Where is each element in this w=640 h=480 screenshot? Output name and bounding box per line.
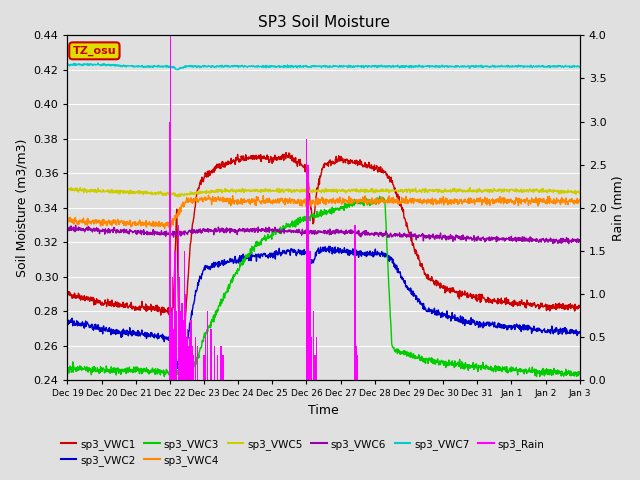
Bar bbox=[222, 355, 223, 381]
Bar bbox=[356, 346, 357, 381]
Bar bbox=[187, 329, 188, 381]
Text: TZ_osu: TZ_osu bbox=[72, 46, 116, 56]
Bar bbox=[355, 337, 356, 381]
Bar bbox=[196, 346, 198, 381]
Bar bbox=[175, 312, 177, 381]
Bar bbox=[189, 337, 190, 381]
Bar bbox=[204, 355, 205, 381]
Bar bbox=[184, 294, 186, 381]
Y-axis label: Soil Moisture (m3/m3): Soil Moisture (m3/m3) bbox=[15, 139, 28, 277]
Bar bbox=[178, 225, 179, 381]
Bar bbox=[190, 320, 192, 381]
Bar bbox=[171, 312, 172, 381]
Bar bbox=[310, 320, 311, 381]
Bar bbox=[205, 337, 207, 381]
Y-axis label: Rain (mm): Rain (mm) bbox=[612, 175, 625, 240]
Bar bbox=[169, 121, 171, 381]
Bar bbox=[309, 251, 310, 381]
Bar bbox=[312, 312, 314, 381]
Bar bbox=[207, 312, 208, 381]
Bar bbox=[186, 337, 187, 381]
Bar bbox=[191, 346, 193, 381]
Bar bbox=[183, 320, 184, 381]
Bar bbox=[307, 251, 308, 381]
Title: SP3 Soil Moisture: SP3 Soil Moisture bbox=[257, 15, 390, 30]
Bar bbox=[172, 277, 173, 381]
Bar bbox=[314, 355, 316, 381]
Bar bbox=[316, 337, 317, 381]
Bar bbox=[217, 355, 218, 381]
Bar bbox=[306, 139, 307, 381]
Bar bbox=[307, 165, 308, 381]
Bar bbox=[173, 329, 174, 381]
Legend: sp3_VWC1, sp3_VWC2, sp3_VWC3, sp3_VWC4, sp3_VWC5, sp3_VWC6, sp3_VWC7, sp3_Rain: sp3_VWC1, sp3_VWC2, sp3_VWC3, sp3_VWC4, … bbox=[56, 434, 549, 470]
Bar bbox=[195, 337, 196, 381]
Bar bbox=[220, 346, 222, 381]
Bar bbox=[170, 36, 172, 381]
Bar bbox=[214, 346, 215, 381]
Bar bbox=[174, 251, 176, 381]
Bar bbox=[179, 312, 181, 381]
Bar bbox=[210, 329, 212, 381]
X-axis label: Time: Time bbox=[308, 404, 339, 417]
Bar bbox=[184, 251, 185, 381]
Bar bbox=[193, 355, 195, 381]
Bar bbox=[354, 329, 355, 381]
Bar bbox=[308, 312, 310, 381]
Bar bbox=[181, 303, 182, 381]
Bar bbox=[311, 337, 312, 381]
Bar bbox=[182, 329, 184, 381]
Bar bbox=[179, 277, 180, 381]
Bar bbox=[355, 225, 356, 381]
Bar bbox=[176, 320, 177, 381]
Bar bbox=[357, 355, 358, 381]
Bar bbox=[173, 337, 175, 381]
Bar bbox=[308, 277, 309, 381]
Bar bbox=[188, 346, 189, 381]
